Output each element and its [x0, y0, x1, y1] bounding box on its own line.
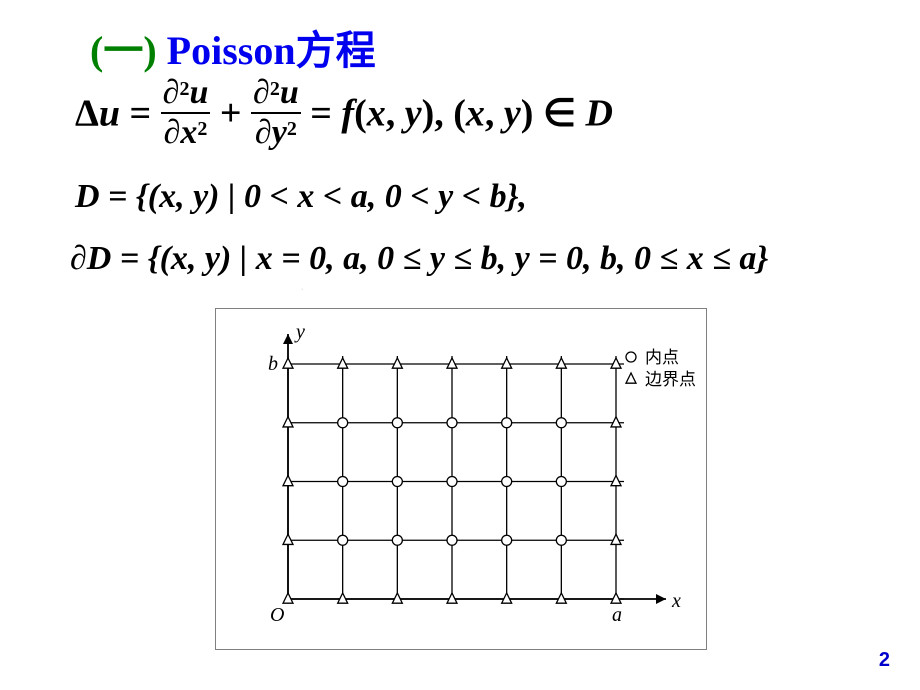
- svg-text:内点: 内点: [645, 348, 679, 367]
- svg-text:a: a: [612, 604, 622, 626]
- frac-d2u-dx2: ∂2u ∂x2: [161, 76, 211, 150]
- frac-d2u-dy2: ∂2u ∂y2: [251, 76, 301, 150]
- equation-domain: D = {(x, y) | 0 < x < a, 0 < y < b},: [75, 178, 527, 216]
- equals-1: =: [129, 93, 160, 135]
- svg-text:y: y: [294, 321, 305, 343]
- slide-title: (一) Poisson方程: [90, 18, 376, 76]
- title-paren-close: ): [143, 28, 156, 73]
- title-main: Poisson方程: [167, 28, 376, 73]
- svg-text:O: O: [270, 604, 284, 626]
- set-D: D: [586, 93, 613, 135]
- equation-poisson: Δu = ∂2u ∂x2 + ∂2u ∂y2 = f(x, y), (x, y)…: [75, 80, 613, 160]
- svg-text:x: x: [671, 590, 681, 612]
- grid-svg: Oa x by 内点边界点: [216, 309, 706, 649]
- svg-text:b: b: [268, 353, 278, 375]
- var-u: u: [99, 93, 120, 135]
- in-op: ∈: [543, 93, 586, 135]
- equation-boundary: ∂D = {(x, y) | x = 0, a, 0 ≤ y ≤ b, y = …: [70, 240, 768, 278]
- delta-op: Δ: [75, 93, 99, 135]
- page-number: 2: [879, 649, 890, 672]
- title-cn-numeral: 一: [103, 28, 143, 73]
- watermark-dot: ·: [300, 280, 305, 296]
- svg-text:边界点: 边界点: [645, 370, 696, 389]
- func-f: f: [341, 93, 354, 135]
- equals-2: =: [310, 93, 341, 135]
- plus-op: +: [220, 93, 251, 135]
- grid-diagram: Oa x by 内点边界点: [215, 308, 707, 650]
- title-paren-open: (: [90, 28, 103, 73]
- slide-page: (一) Poisson方程 Δu = ∂2u ∂x2 + ∂2u ∂y2 = f…: [0, 0, 920, 690]
